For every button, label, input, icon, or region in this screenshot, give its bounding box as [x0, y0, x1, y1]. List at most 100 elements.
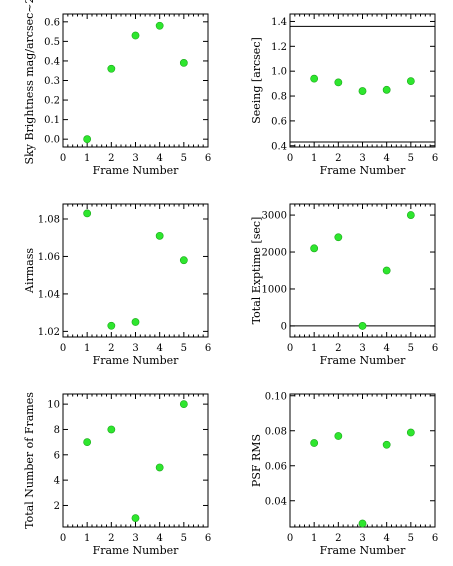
y-tick-label: 10	[47, 400, 60, 411]
data-point-4	[155, 231, 164, 240]
y-tick-label: 0.1	[44, 115, 60, 126]
data-point-2	[107, 64, 116, 73]
x-axis-title: Frame Number	[320, 544, 407, 557]
data-point-2	[334, 233, 343, 242]
y-tick-label: 2000	[262, 248, 287, 259]
x-tick-label: 5	[408, 153, 414, 164]
y-tick-label: 1.06	[38, 252, 60, 263]
data-point-5	[179, 58, 188, 67]
data-point-3	[358, 519, 367, 528]
data-point-1	[83, 438, 92, 447]
x-tick-label: 1	[84, 533, 90, 544]
y-tick-label: 0.5	[44, 37, 60, 48]
x-tick-label: 2	[335, 533, 341, 544]
axis-box	[62, 203, 209, 338]
y-tick-label: 0.6	[271, 116, 287, 127]
x-tick-label: 4	[383, 153, 389, 164]
data-point-5	[179, 400, 188, 409]
x-axis-title: Frame Number	[93, 164, 180, 177]
data-point-1	[83, 135, 92, 144]
x-tick-label: 6	[432, 533, 438, 544]
x-tick-label: 4	[383, 343, 389, 354]
data-point-4	[155, 463, 164, 472]
y-tick-label: 1.0	[271, 67, 287, 78]
y-tick-label: 1.2	[271, 42, 287, 53]
x-tick-label: 2	[108, 153, 114, 164]
data-point-2	[107, 321, 116, 330]
y-tick-label: 8	[54, 425, 60, 436]
x-tick-label: 0	[287, 153, 293, 164]
data-point-2	[334, 78, 343, 87]
x-tick-label: 5	[181, 153, 187, 164]
y-axis-title: Total Exptime [sec]	[250, 217, 263, 325]
y-tick-label: 0.08	[265, 426, 287, 437]
y-tick-label: 2	[54, 501, 60, 512]
y-tick-label: 1.04	[38, 289, 60, 300]
data-point-3	[358, 322, 367, 330]
x-tick-label: 3	[132, 533, 138, 544]
y-axis-title: Total Number of Frames	[23, 392, 36, 529]
x-tick-label: 5	[181, 343, 187, 354]
data-point-2	[334, 432, 343, 440]
panel-1: 0 1 2 3 4 5 6 0.0 0.1 0.2 0.3 0.4 0.5 0.6 Frame Number…	[23, 0, 211, 177]
x-tick-label: 6	[432, 343, 438, 354]
x-tick-label: 2	[108, 343, 114, 354]
x-tick-label: 0	[60, 533, 66, 544]
panel-6: 0 1 2 3 4 5 6 0.04 0.06 0.08 0.10 Frame Number PSF R…	[250, 391, 438, 557]
x-tick-label: 1	[311, 533, 317, 544]
y-tick-label: 0.0	[44, 135, 60, 146]
x-tick-label: 3	[132, 153, 138, 164]
y-tick-label: 4	[54, 476, 60, 487]
data-point-5	[406, 77, 415, 86]
axis-box	[62, 393, 209, 528]
x-tick-label: 3	[359, 153, 365, 164]
x-tick-label: 3	[132, 343, 138, 354]
panel-2: 0 1 2 3 4 5 6 0.4 0.6 0.8 1.0 1.2 1.4 Frame Number See…	[250, 13, 438, 177]
x-tick-label: 2	[108, 533, 114, 544]
data-point-5	[179, 256, 188, 265]
y-tick-label: 1.4	[271, 17, 287, 28]
panel-4: 0 1 2 3 4 5 6 0 1000 2000 3000 Frame Number Total Ex…	[250, 203, 438, 367]
x-tick-label: 4	[156, 153, 162, 164]
data-point-1	[310, 439, 319, 447]
data-point-5	[406, 428, 415, 437]
data-point-3	[131, 31, 140, 40]
data-point-4	[382, 440, 391, 449]
y-tick-label: 1.08	[38, 214, 60, 225]
x-tick-label: 2	[335, 343, 341, 354]
x-axis-title: Frame Number	[320, 164, 407, 177]
data-point-1	[83, 209, 92, 218]
x-tick-label: 4	[383, 533, 389, 544]
axis-box	[289, 203, 436, 338]
data-point-4	[382, 85, 391, 94]
y-tick-label: 0	[281, 321, 287, 332]
x-tick-label: 0	[287, 533, 293, 544]
y-tick-label: 0.2	[44, 96, 60, 107]
y-tick-label: 1000	[262, 284, 287, 295]
x-tick-label: 2	[335, 153, 341, 164]
panel-3: 0 1 2 3 4 5 6 1.02 1.04 1.06 1.08 Frame Number Airma…	[23, 203, 211, 367]
x-tick-label: 4	[156, 343, 162, 354]
x-tick-label: 1	[311, 153, 317, 164]
data-point-4	[382, 266, 391, 275]
y-tick-label: 0.4	[271, 141, 287, 152]
x-tick-label: 6	[205, 533, 211, 544]
x-tick-label: 3	[359, 343, 365, 354]
y-tick-label: 6	[54, 450, 60, 461]
x-tick-label: 3	[359, 533, 365, 544]
x-axis-title: Frame Number	[93, 354, 180, 367]
x-tick-label: 6	[205, 153, 211, 164]
y-axis-title: PSF RMS	[250, 434, 263, 487]
x-axis-title: Frame Number	[320, 354, 407, 367]
data-point-4	[155, 21, 164, 30]
x-tick-label: 1	[84, 153, 90, 164]
data-point-3	[131, 514, 140, 523]
x-tick-label: 0	[60, 343, 66, 354]
y-tick-label: 0.4	[44, 56, 60, 67]
x-tick-label: 1	[311, 343, 317, 354]
x-tick-label: 6	[432, 153, 438, 164]
x-tick-label: 0	[287, 343, 293, 354]
y-tick-label: 0.8	[271, 92, 287, 103]
axis-box	[289, 393, 436, 528]
